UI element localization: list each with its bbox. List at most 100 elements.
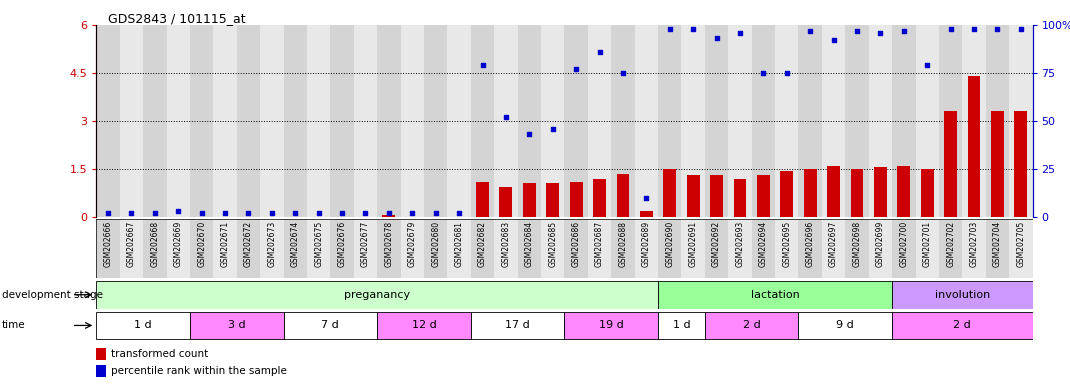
Bar	[892, 312, 1033, 339]
Bar	[851, 169, 863, 217]
Bar	[260, 219, 284, 278]
Bar	[985, 25, 1009, 217]
Point	[778, 70, 795, 76]
Bar	[331, 25, 354, 217]
Bar	[962, 219, 985, 278]
Text: GSM202679: GSM202679	[408, 221, 417, 267]
Point	[357, 210, 374, 216]
Bar	[939, 25, 962, 217]
Bar	[658, 219, 682, 278]
Bar	[307, 25, 331, 217]
Bar	[1009, 219, 1033, 278]
Point	[100, 210, 117, 216]
Text: GSM202705: GSM202705	[1016, 221, 1025, 267]
Text: 1 d: 1 d	[673, 320, 690, 331]
Point	[287, 210, 304, 216]
Bar	[96, 312, 190, 339]
Text: GSM202685: GSM202685	[548, 221, 557, 267]
Bar	[447, 219, 471, 278]
Bar	[892, 25, 916, 217]
Text: GSM202672: GSM202672	[244, 221, 253, 267]
Bar	[962, 25, 985, 217]
Bar	[167, 219, 190, 278]
Point	[1012, 26, 1029, 32]
Point	[614, 70, 631, 76]
Text: GSM202684: GSM202684	[524, 221, 534, 267]
Text: GSM202666: GSM202666	[104, 221, 112, 267]
Text: GSM202669: GSM202669	[173, 221, 183, 267]
Text: GSM202668: GSM202668	[150, 221, 159, 267]
Point	[263, 210, 280, 216]
Text: GSM202680: GSM202680	[431, 221, 440, 267]
Bar	[213, 219, 236, 278]
Bar	[898, 166, 911, 217]
Bar	[96, 25, 120, 217]
Bar	[729, 219, 751, 278]
Bar	[611, 25, 635, 217]
Text: involution: involution	[935, 290, 990, 300]
Bar	[565, 312, 658, 339]
Text: GSM202681: GSM202681	[455, 221, 463, 266]
Bar	[916, 25, 939, 217]
Bar	[96, 365, 106, 377]
Bar	[354, 219, 378, 278]
Text: GSM202696: GSM202696	[806, 221, 814, 267]
Bar	[541, 25, 565, 217]
Point	[849, 28, 866, 34]
Text: 12 d: 12 d	[412, 320, 437, 331]
Bar	[682, 25, 705, 217]
Bar	[705, 219, 729, 278]
Bar	[494, 219, 518, 278]
Text: GSM202688: GSM202688	[618, 221, 627, 266]
Text: GSM202683: GSM202683	[502, 221, 510, 267]
Text: GSM202703: GSM202703	[969, 221, 979, 267]
Bar	[593, 179, 606, 217]
Bar	[705, 312, 798, 339]
Bar	[541, 219, 565, 278]
Bar	[874, 167, 887, 217]
Bar	[500, 187, 513, 217]
Bar	[236, 25, 260, 217]
Point	[498, 114, 515, 120]
Bar	[985, 219, 1009, 278]
Bar	[167, 25, 190, 217]
Bar	[991, 111, 1004, 217]
Bar	[798, 25, 822, 217]
Point	[708, 35, 725, 41]
Bar	[236, 219, 260, 278]
Bar	[710, 175, 723, 217]
Bar	[400, 219, 424, 278]
Bar	[284, 219, 307, 278]
Bar	[1009, 25, 1033, 217]
Text: 9 d: 9 d	[837, 320, 854, 331]
Point	[427, 210, 444, 216]
Point	[380, 210, 397, 216]
Point	[591, 49, 608, 55]
Bar	[96, 281, 658, 309]
Bar	[1014, 111, 1027, 217]
Bar	[804, 169, 816, 217]
Text: 1 d: 1 d	[135, 320, 152, 331]
Bar	[587, 219, 611, 278]
Bar	[569, 182, 582, 217]
Point	[170, 208, 187, 214]
Bar	[476, 182, 489, 217]
Bar	[734, 179, 747, 217]
Point	[638, 195, 655, 201]
Text: GSM202675: GSM202675	[315, 221, 323, 267]
Bar	[967, 76, 980, 217]
Text: development stage: development stage	[2, 290, 103, 300]
Point	[240, 210, 257, 216]
Text: GSM202694: GSM202694	[759, 221, 768, 267]
Text: GSM202673: GSM202673	[268, 221, 276, 267]
Bar	[775, 25, 798, 217]
Bar	[587, 25, 611, 217]
Text: preganancy: preganancy	[345, 290, 410, 300]
Bar	[611, 219, 635, 278]
Point	[942, 26, 959, 32]
Point	[310, 210, 327, 216]
Text: GSM202704: GSM202704	[993, 221, 1002, 267]
Point	[123, 210, 140, 216]
Text: lactation: lactation	[751, 290, 799, 300]
Bar	[845, 219, 869, 278]
